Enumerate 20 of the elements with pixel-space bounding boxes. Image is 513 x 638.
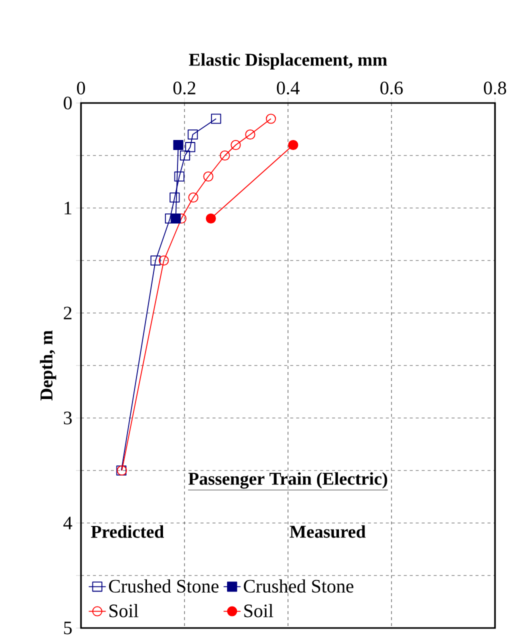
y-tick-label: 3 [64,412,72,424]
legend-label: Crushed Stone [244,579,354,593]
x-axis-title: Elastic Displacement, mm [188,53,388,70]
y-tick-label: 0 [64,96,72,110]
y-tick-label: 1 [64,202,72,214]
y-tick-label: 4 [63,516,72,530]
x-tick-label: 0 [76,82,85,94]
annotation: Measured [290,525,366,538]
y-tick-label: 5 [64,622,72,634]
y-tick-label: 2 [64,306,72,320]
annotation: Predicted [91,525,164,538]
legend-label: Crushed Stone [109,579,218,593]
legend-title: Passenger Train (Electric) [188,472,388,489]
x-tick-label: 0.6 [380,82,403,94]
y-axis-title: Depth, m [40,330,56,401]
legend-label: Soil [109,604,138,618]
x-tick-label: 0.4 [276,82,300,94]
x-tick-label: 0.8 [484,82,506,94]
x-tick-label: 0.2 [173,82,196,94]
legend-label: Soil [244,604,274,618]
